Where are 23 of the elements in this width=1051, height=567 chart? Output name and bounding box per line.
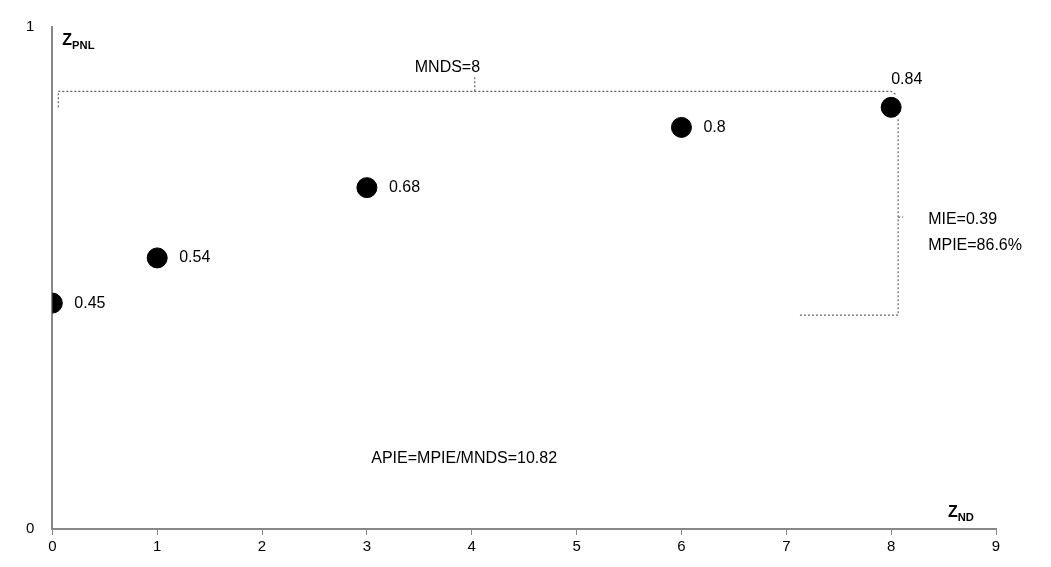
x-tick-label: 6: [677, 537, 686, 555]
point: [146, 247, 168, 269]
data-label: 0.45: [74, 293, 106, 311]
x-tick-label: 4: [467, 537, 476, 555]
annotation: MNDS=8: [414, 57, 481, 75]
x-tick-label: 5: [572, 537, 581, 555]
x-tick-label: 0: [48, 537, 57, 555]
annotation: MIE=0.39: [928, 209, 998, 227]
point: [880, 96, 902, 118]
annotation: MPIE=86.6%: [928, 235, 1022, 253]
data-label: 0.8: [703, 117, 726, 135]
x-tick-label: 7: [782, 537, 791, 555]
annotation: APIE=MPIE/MNDS=10.82: [371, 449, 558, 467]
data-label: 0.54: [179, 248, 211, 266]
x-tick-label: 8: [886, 537, 896, 555]
x-tick-label: 3: [362, 537, 372, 555]
data-label: 0.84: [891, 69, 923, 87]
point: [670, 116, 692, 138]
data-label: 0.68: [388, 178, 421, 196]
x-tick-label: 9: [991, 537, 1001, 555]
x-tick-label: 2: [257, 537, 267, 555]
x-tick-label: 1: [153, 537, 162, 555]
point: [356, 177, 378, 199]
